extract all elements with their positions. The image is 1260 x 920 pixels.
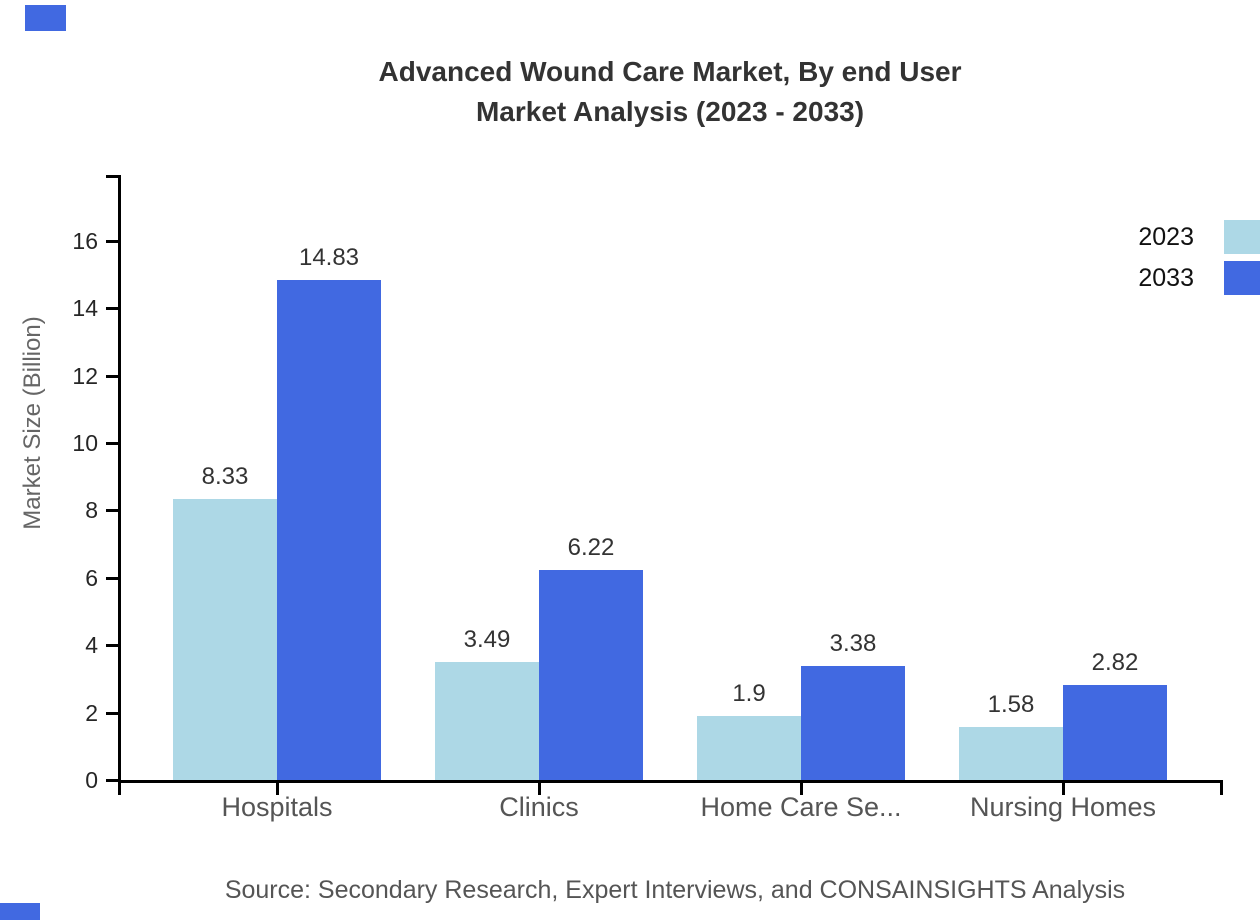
y-tick-14 <box>106 307 118 311</box>
x-axis-right-tick <box>1220 783 1223 795</box>
y-tick-label-6: 6 <box>85 564 98 591</box>
bar-2033-hospitals <box>277 280 381 780</box>
bar-2023-clinics <box>435 662 539 780</box>
value-label-2023-nursing-homes: 1.58 <box>987 691 1035 718</box>
y-tick-label-12: 12 <box>72 362 98 389</box>
x-axis-line <box>118 780 1223 783</box>
y-tick-label-0: 0 <box>85 767 98 793</box>
x-tick-home-care-se <box>800 783 803 795</box>
legend-label-2033: 2033 <box>1138 264 1194 292</box>
x-tick-clinics <box>538 783 541 795</box>
y-tick-label-2: 2 <box>85 699 98 726</box>
y-tick-12 <box>106 374 118 378</box>
chart-title-line1: Advanced Wound Care Market, By end User <box>378 56 962 87</box>
chart-title-line2: Market Analysis (2023 - 2033) <box>475 96 865 127</box>
source-note: Source: Secondary Research, Expert Inter… <box>224 876 1126 904</box>
bar-2023-hospitals <box>173 499 277 780</box>
bar-2033-clinics <box>539 570 643 780</box>
legend-label-2023: 2023 <box>1138 223 1194 251</box>
stray-swatch-bottom-left <box>0 903 40 920</box>
y-axis-line <box>118 175 121 783</box>
bar-2033-home-care-se <box>801 666 905 780</box>
y-tick-label-10: 10 <box>72 430 98 456</box>
y-tick-10 <box>106 442 118 445</box>
bar-2023-home-care-se <box>697 716 801 780</box>
value-label-2033-clinics: 6.22 <box>567 534 615 561</box>
x-category-label-clinics: Clinics <box>499 792 579 822</box>
x-tick-nursing-homes <box>1062 783 1065 795</box>
y-tick-4 <box>106 644 118 648</box>
stray-swatch-top-left <box>25 5 66 31</box>
y-tick-label-16: 16 <box>72 227 98 254</box>
value-label-2023-home-care-se: 1.9 <box>732 680 766 707</box>
legend-swatch-2033 <box>1224 261 1260 295</box>
y-tick-0 <box>106 779 118 782</box>
y-tick-8 <box>106 509 118 513</box>
value-label-2023-hospitals: 8.33 <box>201 463 249 490</box>
y-tick-6 <box>106 576 118 580</box>
y-tick-2 <box>106 711 118 715</box>
y-tick-label-4: 4 <box>85 632 98 659</box>
bar-2033-nursing-homes <box>1063 685 1167 780</box>
y-tick-label-8: 8 <box>85 497 98 524</box>
x-category-label-nursing-homes: Nursing Homes <box>969 792 1157 822</box>
value-label-2033-hospitals: 14.83 <box>298 244 360 271</box>
x-category-label-home-care-se: Home Care Se... <box>700 792 902 822</box>
value-label-2033-nursing-homes: 2.82 <box>1091 649 1139 676</box>
y-tick-label-14: 14 <box>72 295 98 322</box>
y-axis-end-tick <box>106 175 118 178</box>
legend-swatch-2023 <box>1224 220 1260 254</box>
value-label-2033-home-care-se: 3.38 <box>829 630 877 657</box>
value-label-2023-clinics: 3.49 <box>463 626 511 653</box>
bar-2023-nursing-homes <box>959 727 1063 780</box>
chart-title: Advanced Wound Care Market, By end User … <box>80 52 1260 132</box>
y-tick-16 <box>106 239 118 243</box>
x-tick-hospitals <box>276 783 279 795</box>
x-category-label-hospitals: Hospitals <box>221 792 333 822</box>
x-axis-left-tick <box>118 783 121 795</box>
